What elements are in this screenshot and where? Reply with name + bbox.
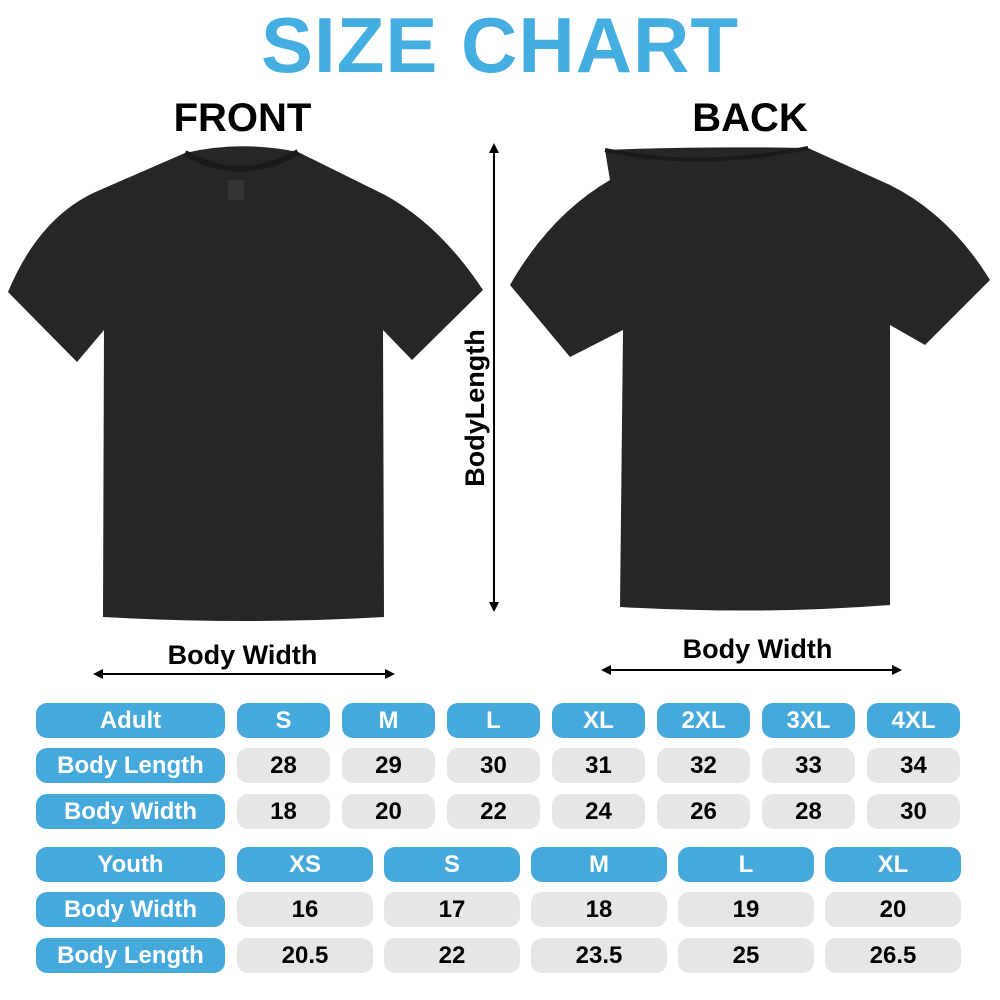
adult-value-cell: 28 (237, 748, 330, 783)
adult-size-3xl: 3XL (762, 703, 855, 738)
back-body-width-label: Body Width (682, 634, 833, 664)
youth-value-cell: 16 (237, 892, 373, 927)
adult-row-label: Body Length (36, 748, 225, 783)
adult-value-cell: 26 (657, 794, 750, 829)
youth-value-cell: 18 (531, 892, 667, 927)
front-shirt-icon (8, 146, 483, 622)
back-label: BACK (692, 96, 808, 140)
youth-value-cell: 23.5 (531, 938, 667, 973)
adult-size-xl: XL (552, 703, 645, 738)
page-title: SIZE CHART (261, 1, 739, 89)
front-label: FRONT (173, 96, 312, 140)
youth-value-cell: 19 (678, 892, 814, 927)
youth-row-label: Body Length (36, 938, 225, 973)
adult-value-cell: 31 (552, 748, 645, 783)
adult-size-s: S (237, 703, 330, 738)
adult-size-4xl: 4XL (867, 703, 960, 738)
youth-size-l: L (678, 847, 814, 882)
youth-header: Youth (36, 847, 225, 882)
adult-value-cell: 33 (762, 748, 855, 783)
youth-size-xl: XL (825, 847, 961, 882)
adult-value-cell: 22 (447, 794, 540, 829)
youth-value-cell: 26.5 (825, 938, 961, 973)
adult-header: Adult (36, 703, 225, 738)
shirt-illustrations (8, 143, 990, 679)
body-length-label: BodyLength (460, 329, 490, 487)
front-body-width-label: Body Width (167, 640, 318, 670)
adult-size-l: L (447, 703, 540, 738)
adult-row-label: Body Width (36, 794, 225, 829)
adult-value-cell: 32 (657, 748, 750, 783)
adult-value-cell: 34 (867, 748, 960, 783)
adult-value-cell: 30 (867, 794, 960, 829)
back-shirt-icon (510, 146, 990, 611)
youth-value-cell: 20 (825, 892, 961, 927)
adult-size-m: M (342, 703, 435, 738)
youth-value-cell: 22 (384, 938, 520, 973)
adult-value-cell: 20 (342, 794, 435, 829)
youth-size-xs: XS (237, 847, 373, 882)
youth-size-s: S (384, 847, 520, 882)
adult-value-cell: 24 (552, 794, 645, 829)
youth-row-label: Body Width (36, 892, 225, 927)
youth-size-m: M (531, 847, 667, 882)
adult-value-cell: 28 (762, 794, 855, 829)
adult-value-cell: 30 (447, 748, 540, 783)
youth-value-cell: 25 (678, 938, 814, 973)
adult-value-cell: 18 (237, 794, 330, 829)
youth-value-cell: 17 (384, 892, 520, 927)
adult-value-cell: 29 (342, 748, 435, 783)
adult-size-2xl: 2XL (657, 703, 750, 738)
youth-value-cell: 20.5 (237, 938, 373, 973)
